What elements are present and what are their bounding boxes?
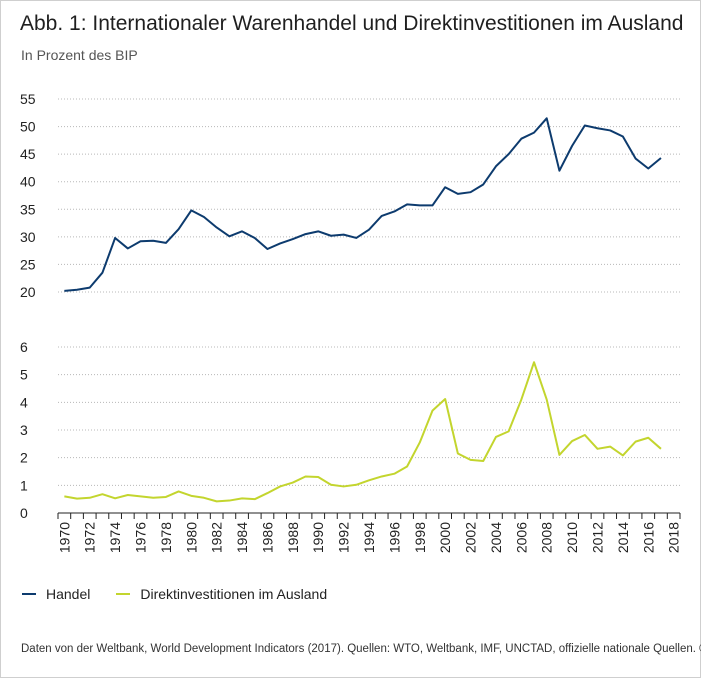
- x-tick-label: 2004: [488, 522, 504, 553]
- legend-label-handel: Handel: [46, 586, 91, 602]
- y-tick-label: 0: [20, 505, 28, 521]
- chart-subtitle: In Prozent des BIP: [21, 47, 138, 63]
- x-tick-label: 1982: [209, 522, 225, 553]
- legend-label-direktinvestitionen: Direktinvestitionen im Ausland: [140, 586, 328, 602]
- y-tick-label: 30: [20, 229, 36, 245]
- x-tick-label: 1976: [133, 522, 149, 553]
- x-tick-label: 1970: [56, 522, 72, 553]
- x-tick-label: 1990: [310, 522, 326, 553]
- y-tick-label: 20: [20, 284, 36, 300]
- x-tick-label: 2000: [437, 522, 453, 553]
- x-tick-label: 1974: [107, 522, 123, 553]
- y-tick-label: 4: [20, 394, 28, 410]
- x-tick-label: 2014: [615, 522, 631, 553]
- y-tick-label: 1: [20, 477, 28, 493]
- x-tick-label: 1980: [183, 522, 199, 553]
- chart-title: Abb. 1: Internationaler Warenhandel und …: [20, 12, 684, 35]
- x-tick-label: 1994: [361, 522, 377, 553]
- x-tick-label: 1992: [336, 522, 352, 553]
- x-tick-label: 2008: [539, 522, 555, 553]
- y-tick-label: 25: [20, 256, 36, 272]
- x-tick-label: 2006: [513, 522, 529, 553]
- x-tick-label: 1998: [412, 522, 428, 553]
- x-tick-label: 2010: [564, 522, 580, 553]
- source-note: Daten von der Weltbank, World Developmen…: [21, 643, 701, 655]
- y-tick-label: 2: [20, 450, 28, 466]
- x-tick-label: 1984: [234, 522, 250, 553]
- legend-swatch-handel: [22, 593, 36, 595]
- x-tick-label: 1988: [285, 522, 301, 553]
- y-tick-label: 3: [20, 422, 28, 438]
- y-tick-label: 55: [20, 91, 36, 107]
- x-tick-label: 1986: [259, 522, 275, 553]
- x-tick-label: 2002: [463, 522, 479, 553]
- legend-item-direktinvestitionen: Direktinvestitionen im Ausland: [116, 586, 327, 602]
- x-tick-label: 1972: [82, 522, 98, 553]
- series-line-fdi: [64, 361, 662, 503]
- x-tick-label: 1996: [386, 522, 402, 553]
- series-line-handel: [64, 117, 662, 292]
- y-tick-label: 50: [20, 119, 36, 135]
- y-tick-label: 40: [20, 174, 36, 190]
- x-tick-label: 2012: [589, 522, 605, 553]
- legend: Handel Direktinvestitionen im Ausland: [22, 586, 353, 602]
- y-tick-label: 35: [20, 201, 36, 217]
- legend-item-handel: Handel: [22, 586, 90, 602]
- legend-swatch-direktinvestitionen: [116, 593, 131, 595]
- x-tick-label: 2016: [640, 522, 656, 553]
- y-tick-label: 6: [20, 339, 28, 355]
- x-tick-label: 2018: [666, 522, 682, 553]
- x-tick-label: 1978: [158, 522, 174, 553]
- y-tick-label: 45: [20, 146, 36, 162]
- y-tick-label: 5: [20, 367, 28, 383]
